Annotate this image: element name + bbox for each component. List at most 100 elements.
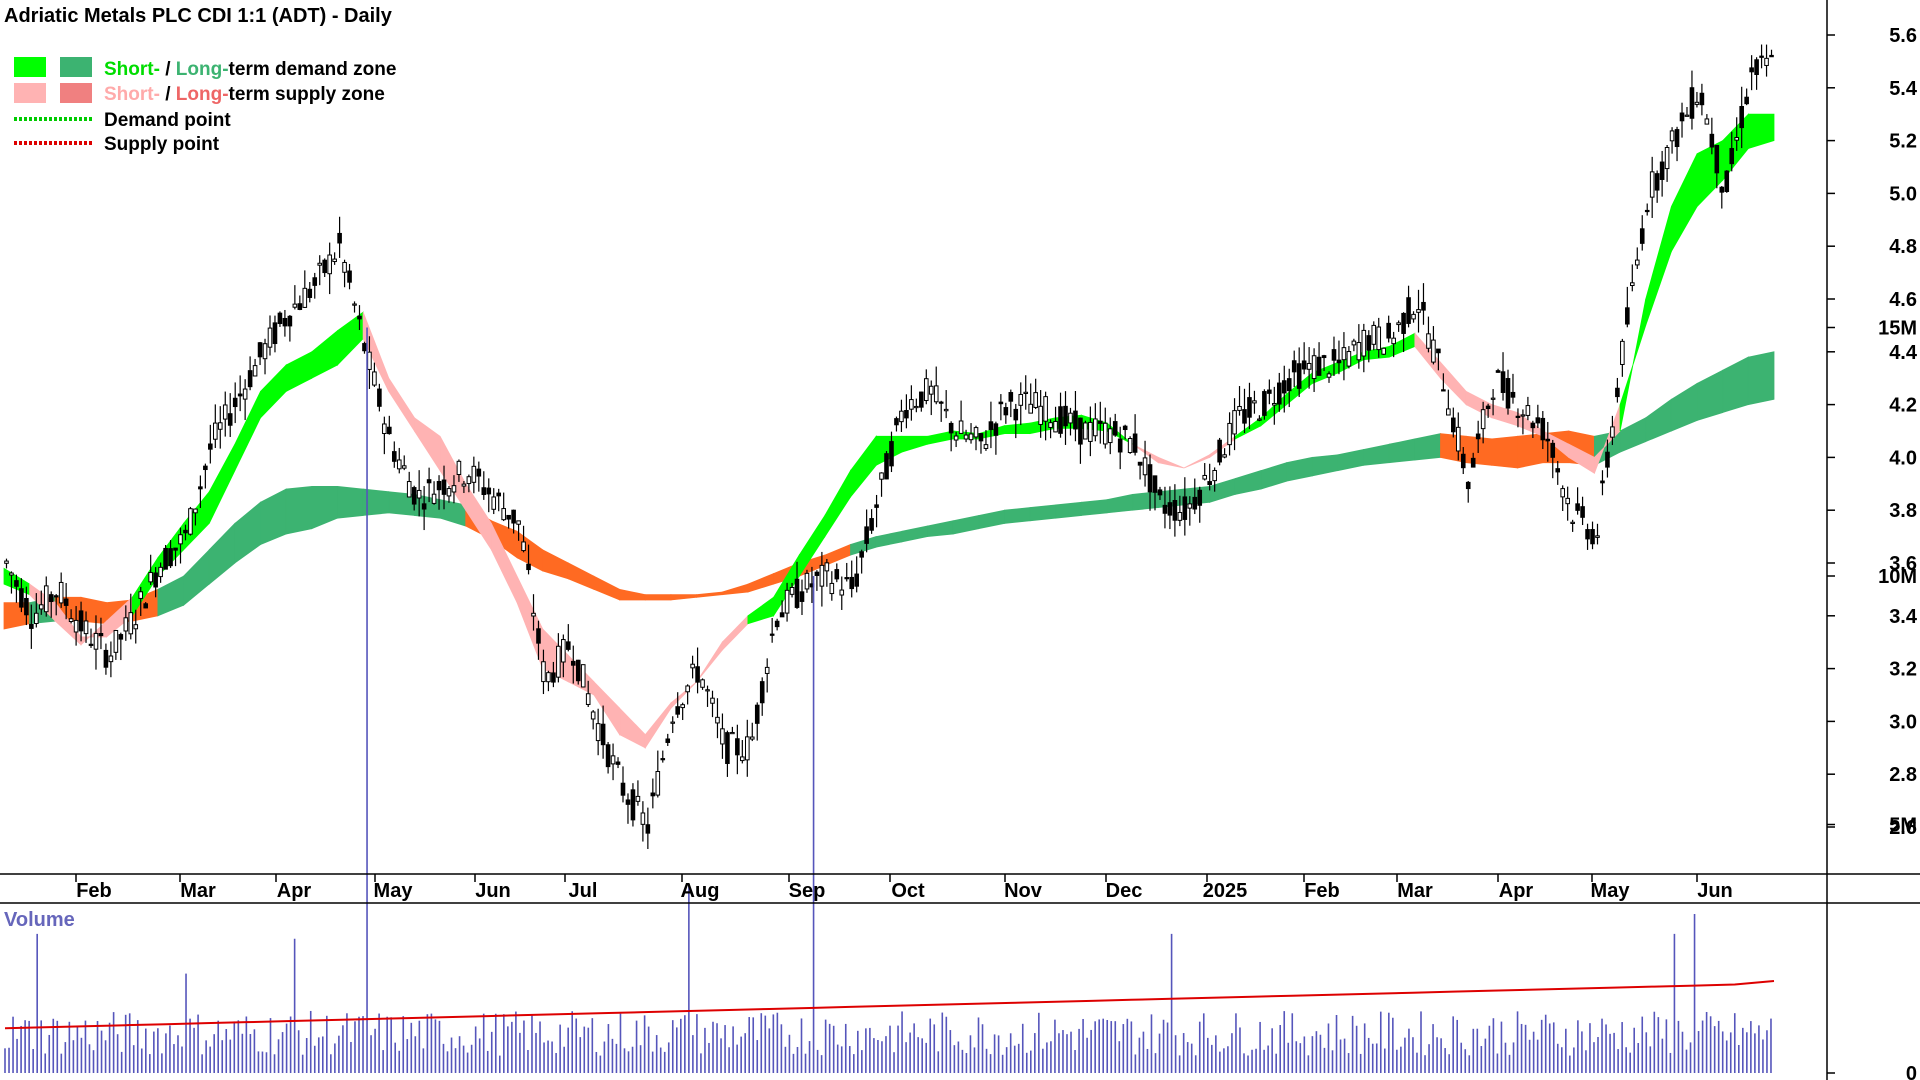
candle-down <box>1172 500 1178 521</box>
long-term-zone-segment <box>644 594 672 601</box>
time-tick-label: Mar <box>1397 880 1433 902</box>
candle-down <box>297 303 303 310</box>
short-term-zone-segment <box>311 329 338 379</box>
candle-down <box>1515 415 1521 418</box>
long-term-zone-segment <box>593 575 621 601</box>
candle-up <box>1595 535 1600 538</box>
chart-title: Adriatic Metals PLC CDI 1:1 (ADT) - Dail… <box>4 5 393 27</box>
time-tick-label: Jun <box>1697 880 1733 902</box>
candle-down <box>277 312 283 324</box>
price-tick-label: 4.8 <box>1889 236 1917 258</box>
candle-down <box>1724 170 1730 192</box>
candle-down <box>988 421 994 431</box>
candle-up <box>670 721 676 724</box>
candle-up <box>1187 503 1193 509</box>
candle-up <box>1212 469 1217 482</box>
candle-down <box>312 277 318 286</box>
candle-up <box>705 689 710 692</box>
price-tick-label: 5.6 <box>1889 25 1917 47</box>
candle-down <box>1451 417 1456 433</box>
legend-supply-zone: Short- / Long-term supply zone <box>104 84 385 105</box>
candle-down <box>476 468 482 477</box>
candle-up <box>148 572 153 583</box>
volume-bars <box>4 327 1775 1073</box>
candle-up <box>193 508 198 514</box>
price-tick-label: 4.6 <box>1889 289 1917 311</box>
candle-down <box>1535 417 1541 424</box>
candle-up <box>1083 422 1088 440</box>
candle-down <box>347 270 352 283</box>
candle-up <box>1525 405 1531 416</box>
candle-down <box>1366 335 1372 351</box>
candle-up <box>9 572 14 576</box>
candle-down <box>1291 360 1297 373</box>
candle-down <box>938 401 944 404</box>
candle-up <box>213 422 218 440</box>
candle-up <box>471 465 477 483</box>
candle-up <box>546 672 551 683</box>
candle-down <box>1182 496 1188 520</box>
candlesticks <box>4 44 1774 849</box>
candle-down <box>1590 529 1595 545</box>
price-tick-label: 4.4 <box>1889 342 1918 364</box>
long-term-zone-segment <box>1491 435 1518 469</box>
short-term-zone-segment <box>670 681 697 710</box>
candle-up <box>819 564 825 587</box>
candle-up <box>953 435 959 441</box>
candle-down <box>799 591 805 602</box>
candle-down <box>426 479 432 484</box>
candle-up <box>38 604 44 610</box>
candle-down <box>1460 453 1466 469</box>
candle-down <box>1644 209 1650 213</box>
candle-down <box>1137 461 1143 466</box>
candle-up <box>406 481 412 498</box>
candle-up <box>292 303 298 308</box>
candle-up <box>1326 373 1332 378</box>
candle-up <box>1093 418 1098 437</box>
candle-down <box>1754 59 1759 75</box>
candle-down <box>1510 391 1516 398</box>
candle-up <box>4 560 9 564</box>
candle-down <box>1247 397 1252 418</box>
candle-up <box>958 420 964 434</box>
volume-tick-label: 10M <box>1878 566 1917 588</box>
candle-up <box>1634 259 1640 266</box>
long-term-zone-segment <box>567 562 595 590</box>
candle-up <box>1764 57 1769 66</box>
candle-up <box>1669 130 1675 142</box>
candle-down <box>506 514 511 520</box>
candle-up <box>108 655 114 663</box>
long-term-zone-segment <box>1747 351 1775 406</box>
candle-up <box>352 303 357 306</box>
candle-down <box>1729 148 1735 165</box>
candle-down <box>1147 464 1153 493</box>
candle-down <box>1580 506 1585 518</box>
candle-up <box>824 562 830 572</box>
candle-up <box>710 697 715 704</box>
candle-up <box>178 534 183 545</box>
candle-up <box>561 639 566 663</box>
candle-up <box>367 351 372 370</box>
candle-down <box>173 547 178 551</box>
candle-down <box>625 799 631 805</box>
candle-up <box>1252 400 1257 404</box>
candle-up <box>1227 422 1232 446</box>
long-term-zone-segment <box>208 522 236 585</box>
candle-up <box>1102 422 1108 445</box>
candle-up <box>1480 409 1486 430</box>
candle-up <box>1610 426 1615 438</box>
candle-down <box>1505 378 1511 409</box>
candle-up <box>1396 322 1401 326</box>
long-term-zone-segment <box>1209 477 1236 503</box>
price-tick-label: 3.2 <box>1889 659 1917 681</box>
volume-tick-label: 0 <box>1906 1063 1917 1080</box>
candle-up <box>1053 420 1058 433</box>
candle-up <box>382 423 387 435</box>
candle-down <box>118 634 124 640</box>
candle-down <box>1217 439 1222 463</box>
candle-up <box>635 795 641 802</box>
volume-average-line <box>4 980 1775 1030</box>
candle-down <box>1098 420 1103 424</box>
candle-up <box>590 711 596 720</box>
short-term-zone-segment <box>1645 206 1672 326</box>
